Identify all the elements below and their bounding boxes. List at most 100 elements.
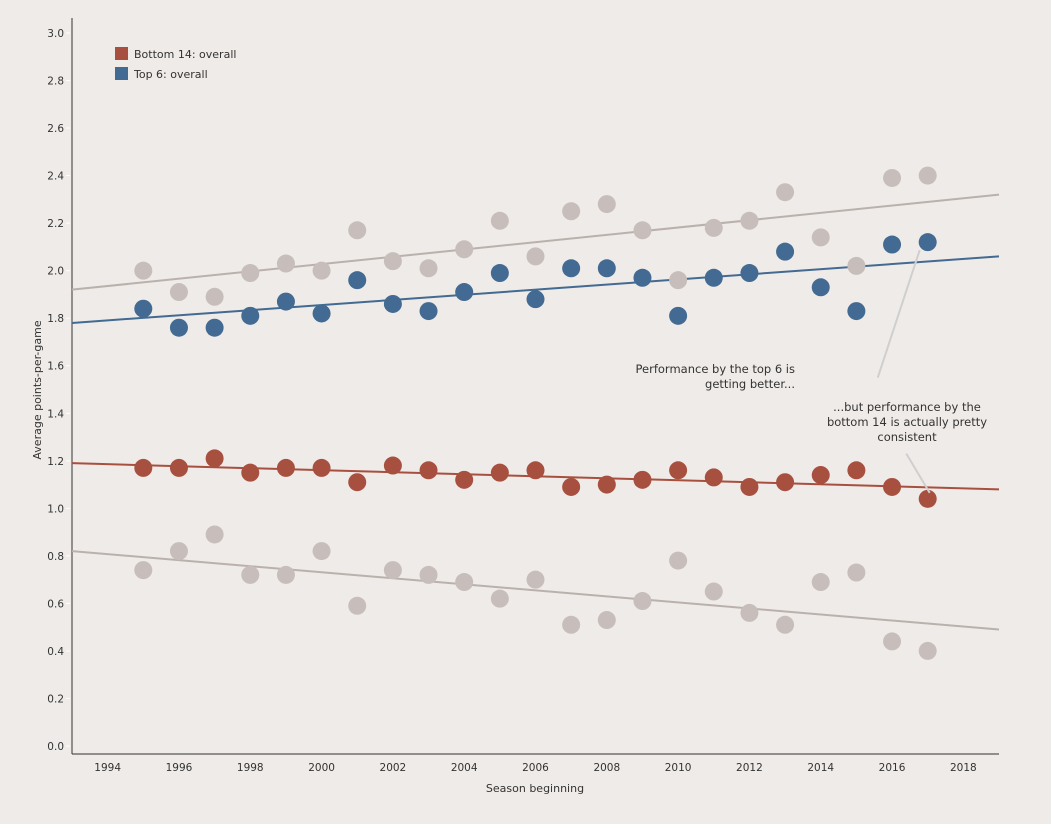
annotation-text-bottom14: ...but performance by the [833, 400, 981, 414]
point-top6 [205, 318, 224, 337]
point-bottom14 [134, 458, 153, 477]
point-top6_upper [811, 228, 830, 247]
point-bottom14_lower [847, 563, 866, 582]
y-tick-label: 0.0 [47, 741, 64, 753]
point-bottom14_lower [241, 565, 260, 584]
x-tick-label: 2008 [593, 762, 620, 774]
x-tick-label: 2010 [665, 762, 692, 774]
point-top6 [348, 271, 367, 290]
point-bottom14 [312, 458, 331, 477]
point-top6 [704, 268, 723, 287]
point-bottom14 [348, 473, 367, 492]
point-top6_upper [169, 283, 188, 302]
point-bottom14 [669, 461, 688, 480]
point-bottom14_lower [348, 596, 367, 615]
point-bottom14_lower [562, 615, 581, 634]
annotation-line [876, 249, 921, 378]
point-top6_upper [241, 264, 260, 283]
point-top6_upper [669, 271, 688, 290]
point-top6_upper [918, 166, 937, 185]
point-bottom14_lower [312, 542, 331, 561]
x-tick-label: 2016 [879, 762, 906, 774]
annotation-text-top6: Performance by the top 6 is [636, 362, 795, 376]
point-bottom14_lower [883, 632, 902, 651]
point-top6 [526, 290, 545, 309]
y-tick-label: 1.6 [47, 361, 64, 373]
point-bottom14_lower [776, 615, 795, 634]
y-tick-label: 0.4 [47, 646, 64, 658]
legend-swatch-top6 [115, 67, 128, 80]
legend-label-bottom14: Bottom 14: overall [134, 48, 236, 61]
y-tick-label: 1.0 [47, 503, 64, 515]
point-top6_upper [740, 211, 759, 230]
point-top6_upper [383, 252, 402, 271]
point-bottom14_lower [633, 592, 652, 611]
y-tick-label: 2.0 [47, 266, 64, 278]
trend-line-bottom14_lower [71, 550, 1000, 631]
point-bottom14_lower [455, 573, 474, 592]
point-top6_upper [776, 183, 795, 202]
point-top6 [883, 235, 902, 254]
x-tick-label: 2006 [522, 762, 549, 774]
point-top6_upper [419, 259, 438, 278]
point-bottom14 [276, 458, 295, 477]
point-bottom14 [918, 489, 937, 508]
point-top6_upper [455, 240, 474, 259]
point-top6 [633, 268, 652, 287]
x-tick-label: 2000 [308, 762, 335, 774]
point-bottom14 [597, 475, 616, 494]
point-top6_upper [348, 221, 367, 240]
x-tick-label: 1996 [166, 762, 193, 774]
point-top6 [134, 299, 153, 318]
point-bottom14_lower [419, 565, 438, 584]
y-tick-label: 2.2 [47, 218, 64, 230]
point-bottom14 [704, 468, 723, 487]
point-top6 [847, 302, 866, 321]
point-top6_upper [205, 287, 224, 306]
axes: 0.0 0.2 0.4 0.6 0.8 1.0 1.2 1.4 1.6 1.8 2.0 2.2 2.4 2… [47, 18, 999, 774]
point-top6 [419, 302, 438, 321]
y-tick-label: 0.6 [47, 598, 64, 610]
point-top6 [562, 259, 581, 278]
point-top6 [740, 264, 759, 283]
point-bottom14_lower [918, 641, 937, 660]
point-top6 [490, 264, 509, 283]
trend-line-top6_upper [71, 193, 1000, 291]
point-top6_upper [562, 202, 581, 221]
y-tick-label: 2.6 [47, 123, 64, 135]
point-top6_upper [597, 195, 616, 214]
point-bottom14_lower [704, 582, 723, 601]
data-points [134, 166, 937, 660]
point-bottom14_lower [205, 525, 224, 544]
x-tick-label: 2018 [950, 762, 977, 774]
point-top6_upper [633, 221, 652, 240]
y-tick-label: 2.4 [47, 171, 64, 183]
point-bottom14_lower [526, 570, 545, 589]
x-tick-label: 2004 [451, 762, 478, 774]
point-top6 [918, 233, 937, 252]
legend: Bottom 14: overall Top 6: overall [115, 47, 236, 81]
point-bottom14_lower [169, 542, 188, 561]
x-tick-label: 1994 [94, 762, 121, 774]
point-bottom14_lower [490, 589, 509, 608]
point-top6_upper [312, 261, 331, 280]
point-top6 [776, 242, 795, 261]
point-bottom14_lower [811, 573, 830, 592]
y-tick-label: 1.4 [47, 408, 64, 420]
point-top6 [455, 283, 474, 302]
point-top6_upper [847, 256, 866, 275]
point-top6 [669, 306, 688, 325]
legend-swatch-bottom14 [115, 47, 128, 60]
point-top6 [811, 278, 830, 297]
point-top6_upper [490, 211, 509, 230]
point-bottom14 [205, 449, 224, 468]
y-tick-label: 0.8 [47, 551, 64, 563]
point-bottom14 [562, 477, 581, 496]
point-bottom14 [633, 470, 652, 489]
y-tick-label: 3.0 [47, 28, 64, 40]
trend-line-top6 [71, 255, 1000, 324]
annotation-text-bottom14: consistent [877, 430, 937, 444]
y-axis-label: Average points-per-game [31, 320, 44, 459]
point-top6_upper [704, 218, 723, 237]
